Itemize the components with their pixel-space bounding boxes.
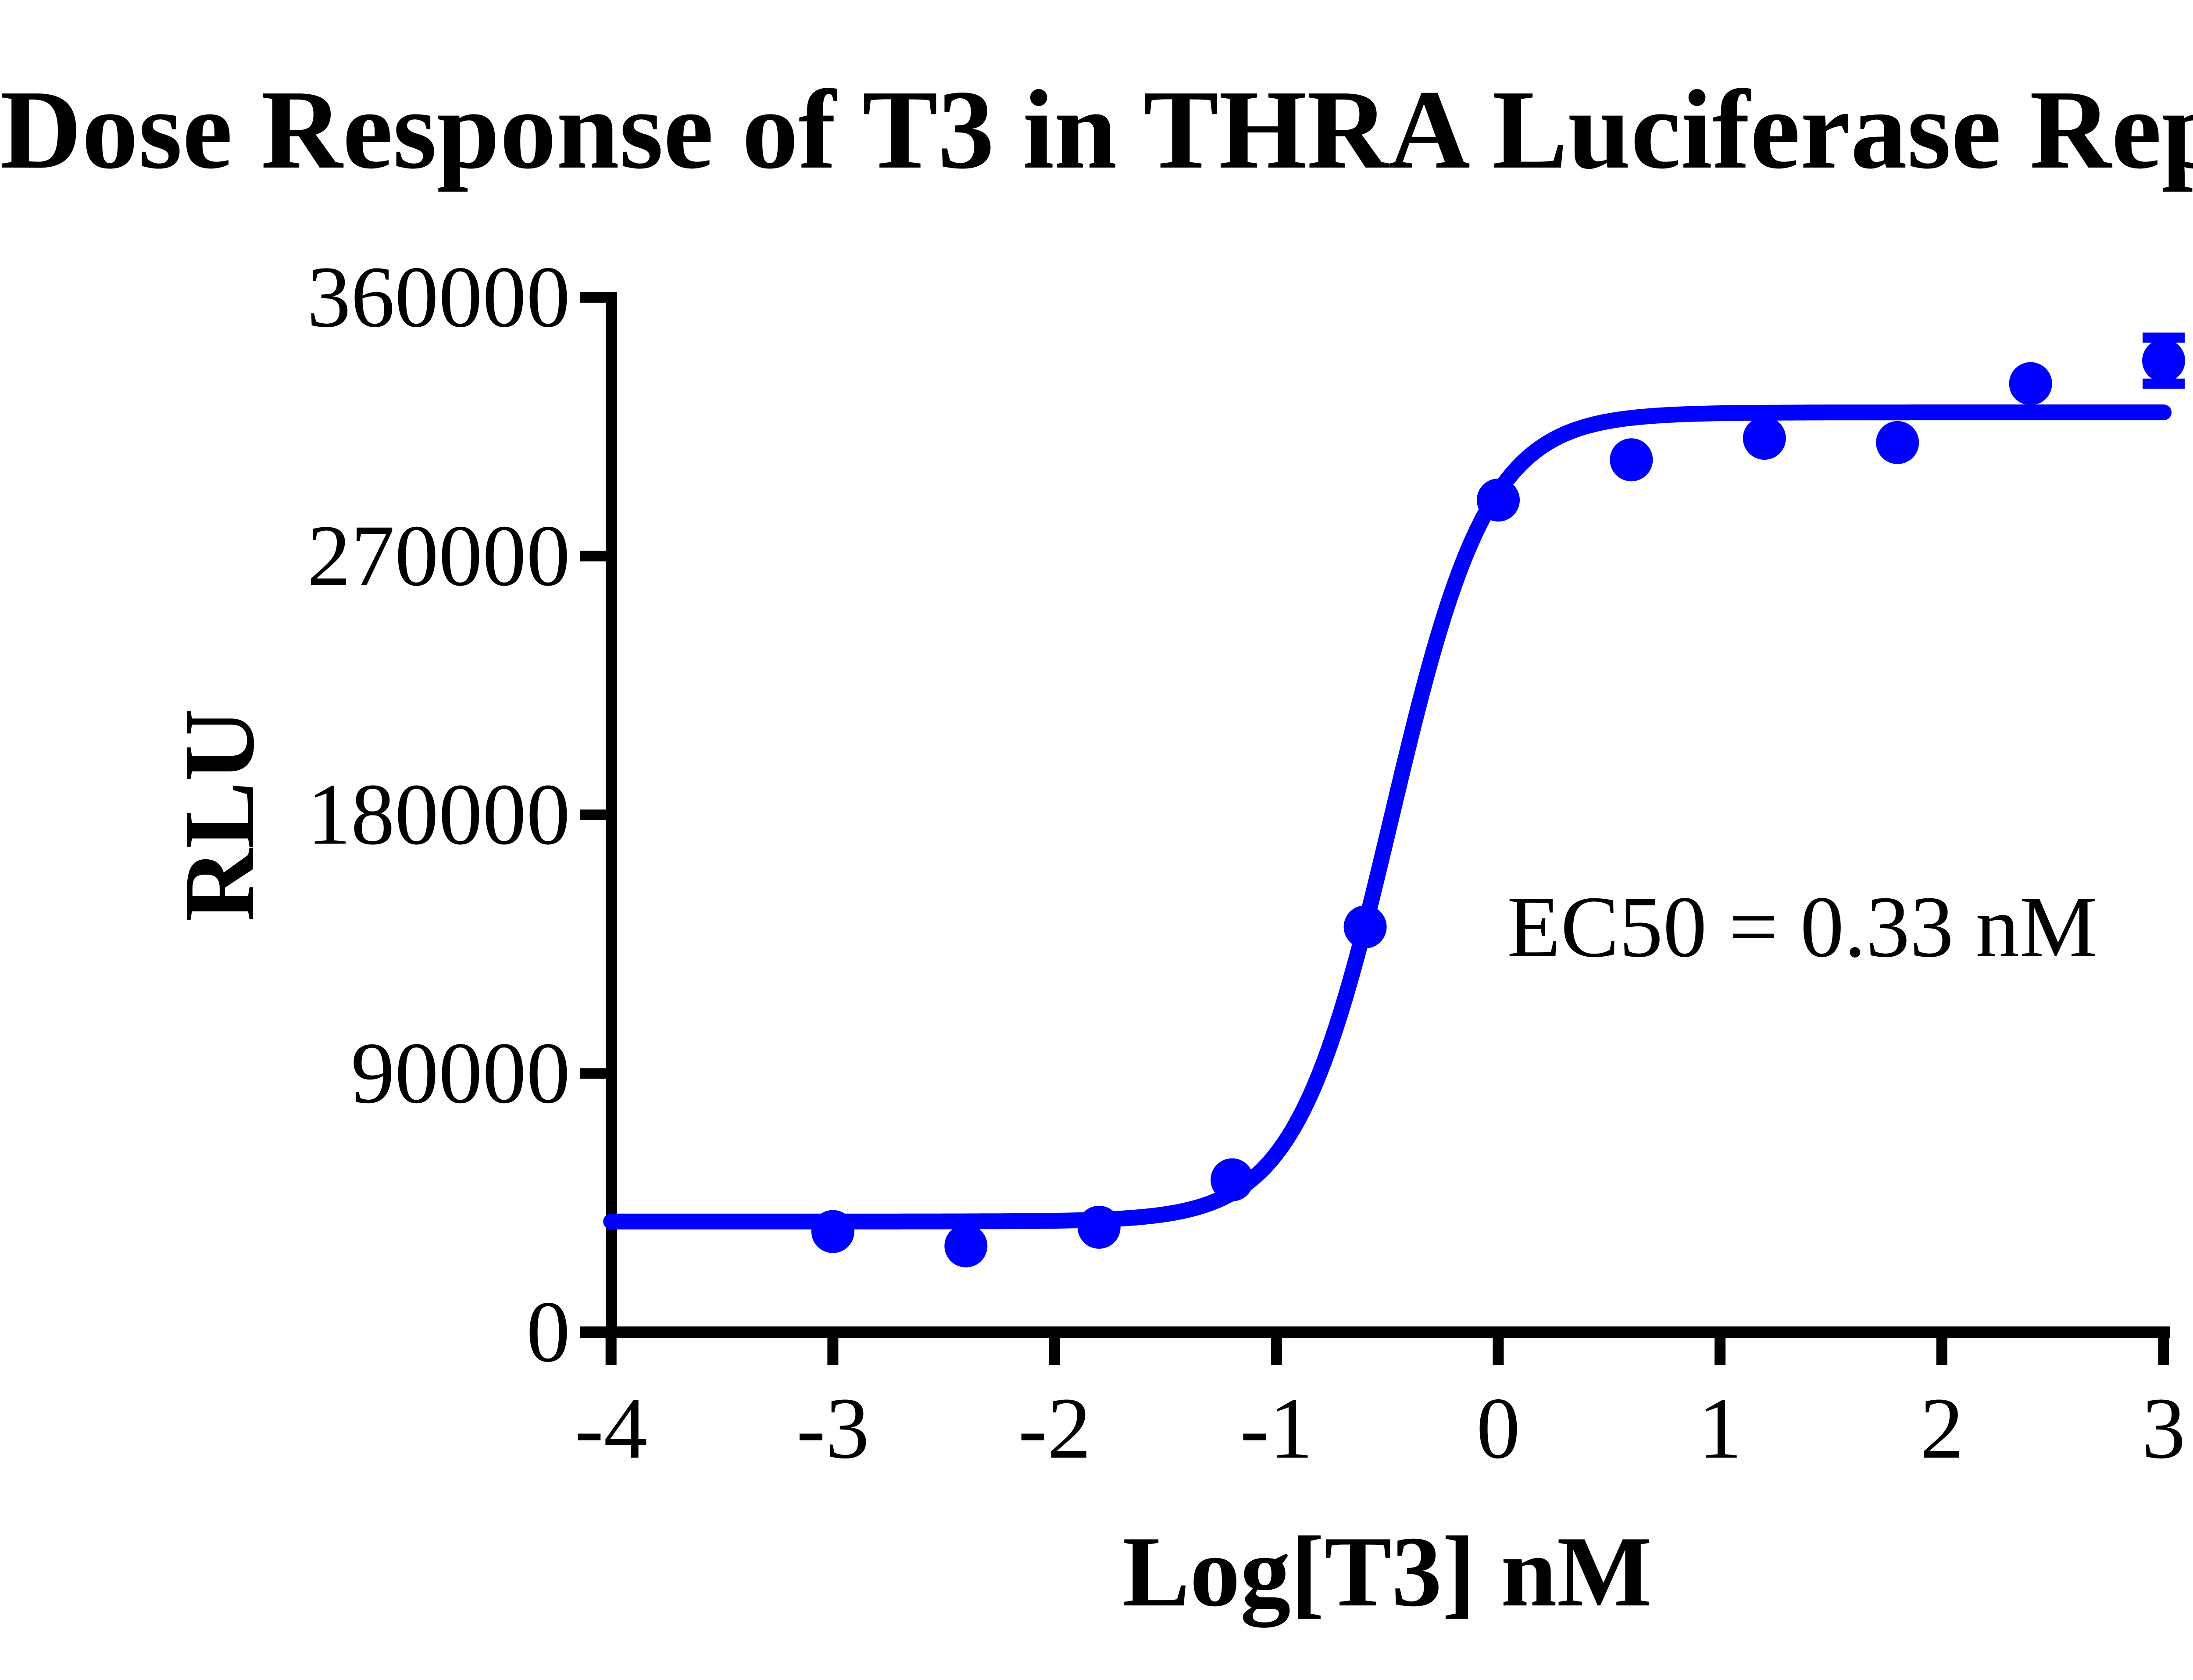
fit-curve: [603, 404, 2172, 1230]
y-tick-label: 360000: [307, 249, 570, 346]
chart-title: Dose Response of T3 in THRA Luciferase R…: [0, 67, 2193, 192]
x-tick-label: 2: [1920, 1380, 1964, 1477]
data-point: [1610, 438, 1653, 482]
x-tick-label: 3: [2142, 1380, 2186, 1477]
x-axis-title: Log[T3] nM: [1122, 1516, 1652, 1627]
ec50-annotation: EC50 = 0.33 nM: [1507, 879, 2098, 976]
x-tick-label: -1: [1240, 1380, 1313, 1477]
data-point: [1743, 417, 1786, 460]
y-tick-label: 270000: [307, 508, 570, 604]
data-point: [2142, 339, 2186, 382]
data-point: [2009, 362, 2052, 405]
y-axis-title: RLU: [163, 708, 275, 922]
y-tick-label: 180000: [307, 766, 570, 863]
x-tick-label: -3: [796, 1380, 870, 1477]
data-point: [1876, 421, 1919, 464]
x-tick-label: 0: [1476, 1380, 1520, 1477]
x-tick-label: 1: [1698, 1380, 1742, 1477]
y-tick-label: 0: [526, 1283, 570, 1380]
x-tick-label: -4: [575, 1380, 648, 1477]
x-tick-label: -2: [1018, 1380, 1091, 1477]
data-point: [944, 1224, 988, 1268]
y-tick-label: 90000: [351, 1025, 570, 1122]
